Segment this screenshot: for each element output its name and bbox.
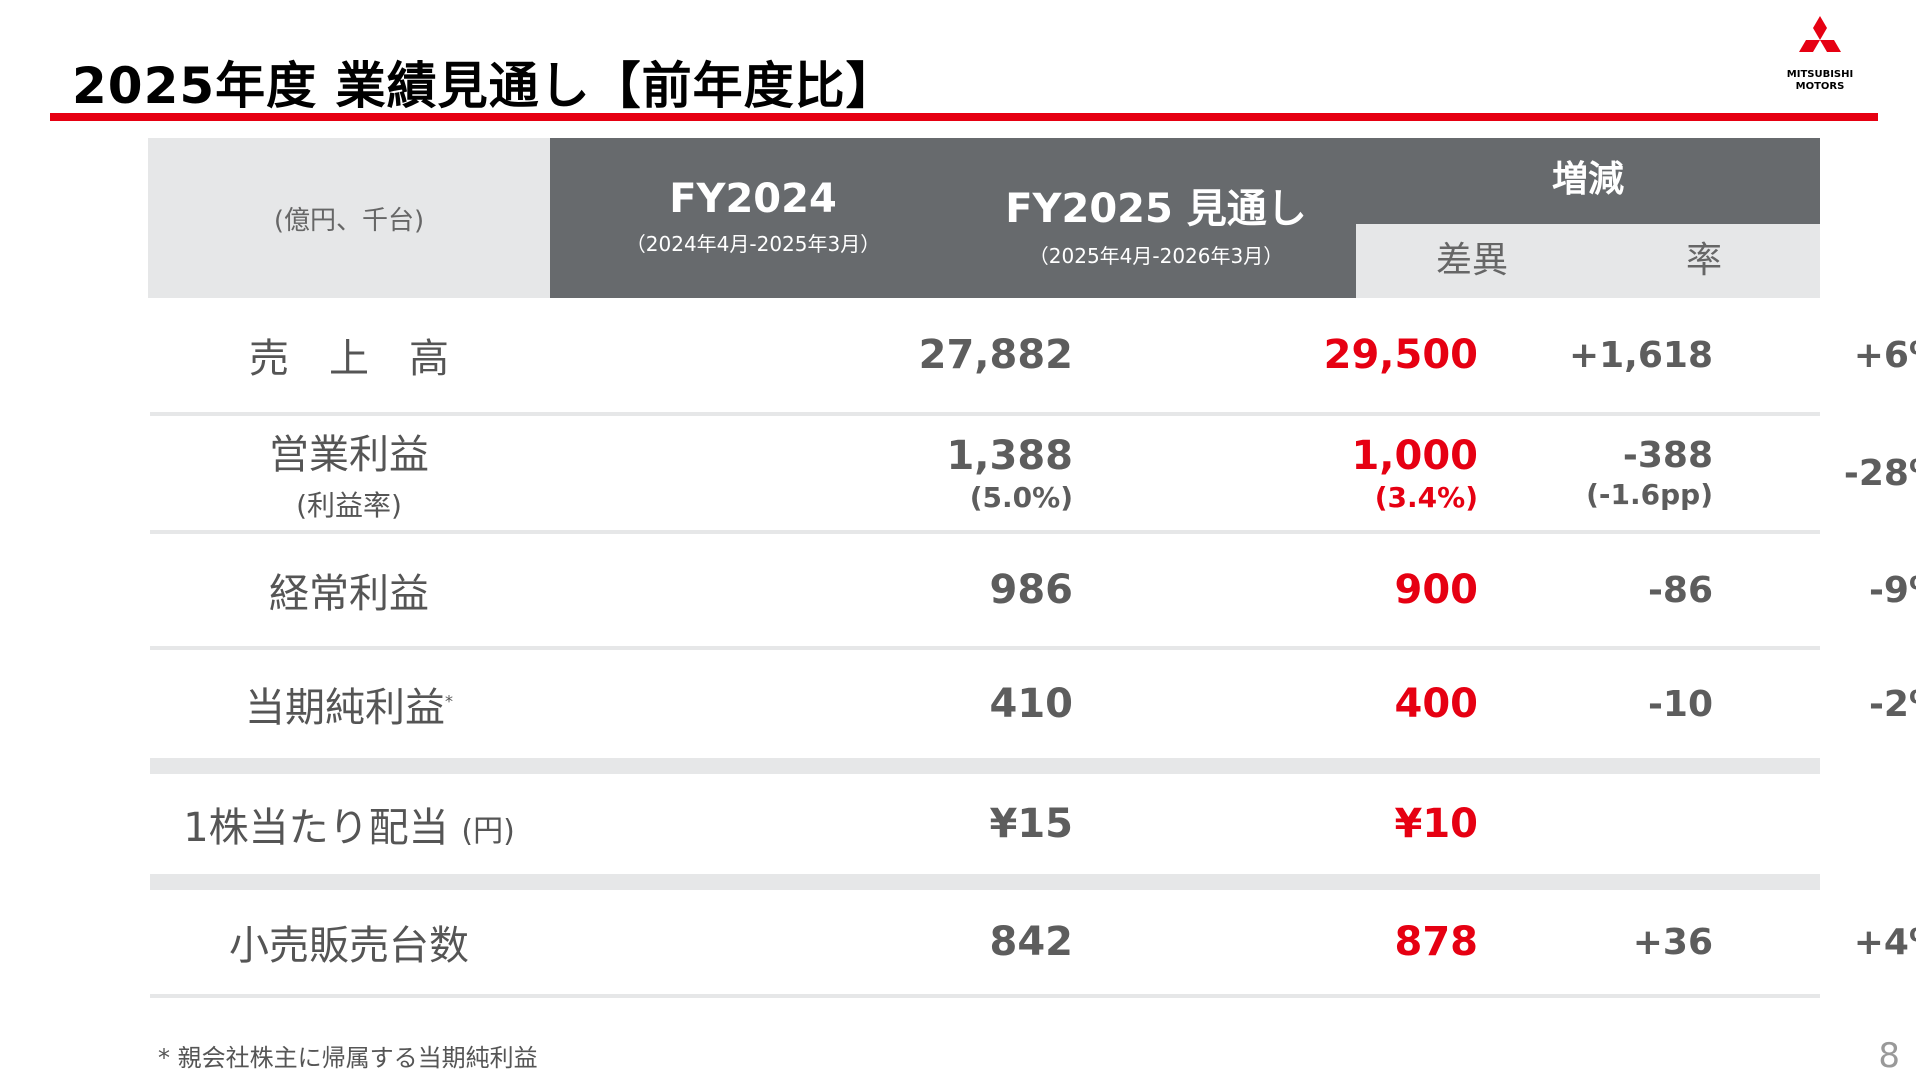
page-number: 8 xyxy=(1878,1036,1900,1076)
table-row-dividend: 1株当たり配当 (円) ¥15 ¥10 xyxy=(148,774,1820,874)
fy2025-value: 878 xyxy=(1394,919,1479,965)
diff-margin: (-1.6pp) xyxy=(1586,478,1713,511)
fy2024-value: ¥15 xyxy=(989,801,1074,847)
row-divider xyxy=(150,530,1820,534)
fy2025-value: 900 xyxy=(1394,567,1479,613)
rate-value: -9% xyxy=(1868,569,1916,611)
header-fy2025: FY2025 見通し （2025年4月-2026年3月） xyxy=(956,176,1356,269)
table-bottom-border xyxy=(150,994,1820,998)
footnote: * 親会社株主に帰属する当期純利益 xyxy=(158,1044,538,1072)
diff-value: -86 xyxy=(1647,569,1713,611)
unit-label: (億円、千台) xyxy=(148,138,550,298)
row-label: 小売販売台数 xyxy=(229,923,469,969)
fy2024-value: 986 xyxy=(989,567,1074,613)
header-fy2024-period: （2024年4月-2025年3月） xyxy=(625,232,881,256)
fy2025-value: 400 xyxy=(1394,681,1479,727)
logo-text: MITSUBISHI MOTORS xyxy=(1786,69,1854,92)
footnote-mark: * xyxy=(445,691,453,711)
header-change: 増減 xyxy=(1551,159,1624,200)
header-fy2024-title: FY2024 xyxy=(669,176,837,222)
fy2024-value: 27,882 xyxy=(918,332,1073,378)
row-label: 経常利益 xyxy=(269,571,429,617)
fy2024-margin: (5.0%) xyxy=(969,480,1073,514)
fy2025-value: 29,500 xyxy=(1323,332,1478,378)
fy2025-value: ¥10 xyxy=(1394,801,1479,847)
table-row-net-income: 当期純利益* 410 400 -10 -2% xyxy=(148,650,1916,758)
header-fy2025-period: （2025年4月-2026年3月） xyxy=(1028,244,1284,268)
row-unit: (円) xyxy=(461,814,515,849)
section-divider xyxy=(150,758,1820,774)
row-divider xyxy=(150,646,1820,650)
row-label: 1株当たり配当 (円) xyxy=(183,805,515,851)
title-underline xyxy=(50,113,1878,121)
header-fy2025-title: FY2025 見通し xyxy=(1005,186,1307,232)
fy2025-margin: (3.4%) xyxy=(1374,480,1478,514)
row-divider xyxy=(150,412,1820,416)
diff-value: -10 xyxy=(1647,683,1713,725)
rate-value: -28% xyxy=(1843,452,1916,494)
rate-value: +6% xyxy=(1853,334,1916,376)
fy2025-value: 1,000 xyxy=(1351,432,1478,479)
table-row-ordinary-profit: 経常利益 986 900 -86 -9% xyxy=(148,534,1916,646)
rate-value: -2% xyxy=(1868,683,1916,725)
section-divider xyxy=(150,874,1820,890)
three-diamonds-icon xyxy=(1799,16,1841,52)
row-label: 売 上 高 xyxy=(249,336,449,382)
table-row-operating-profit: 営業利益 (利益率) 1,388 (5.0%) 1,000 (3.4%) -38… xyxy=(148,416,1916,530)
diff-value: +36 xyxy=(1632,921,1713,963)
row-label: 営業利益 xyxy=(269,432,429,478)
header-fy2024: FY2024 （2024年4月-2025年3月） xyxy=(550,176,956,257)
fy2024-value: 410 xyxy=(989,681,1074,727)
header-rate: 率 xyxy=(1685,240,1722,281)
header-diff: 差異 xyxy=(1435,240,1508,281)
row-sublabel: (利益率) xyxy=(296,489,402,522)
table-row-sales: 売 上 高 27,882 29,500 +1,618 +6% xyxy=(148,298,1916,412)
row-label: 当期純利益* xyxy=(245,685,453,731)
table-row-retail-sales: 小売販売台数 842 878 +36 +4% xyxy=(148,890,1916,994)
diff-value: -388 xyxy=(1622,435,1713,476)
rate-value: +4% xyxy=(1853,921,1916,963)
page-title: 2025年度 業績見通し【前年度比】 xyxy=(72,57,897,115)
fy2024-value: 1,388 xyxy=(946,432,1073,479)
subheader-background xyxy=(1356,224,1820,298)
mitsubishi-motors-logo: MITSUBISHI MOTORS xyxy=(1775,16,1865,96)
fy2024-value: 842 xyxy=(989,919,1074,965)
diff-value: +1,618 xyxy=(1568,334,1713,376)
